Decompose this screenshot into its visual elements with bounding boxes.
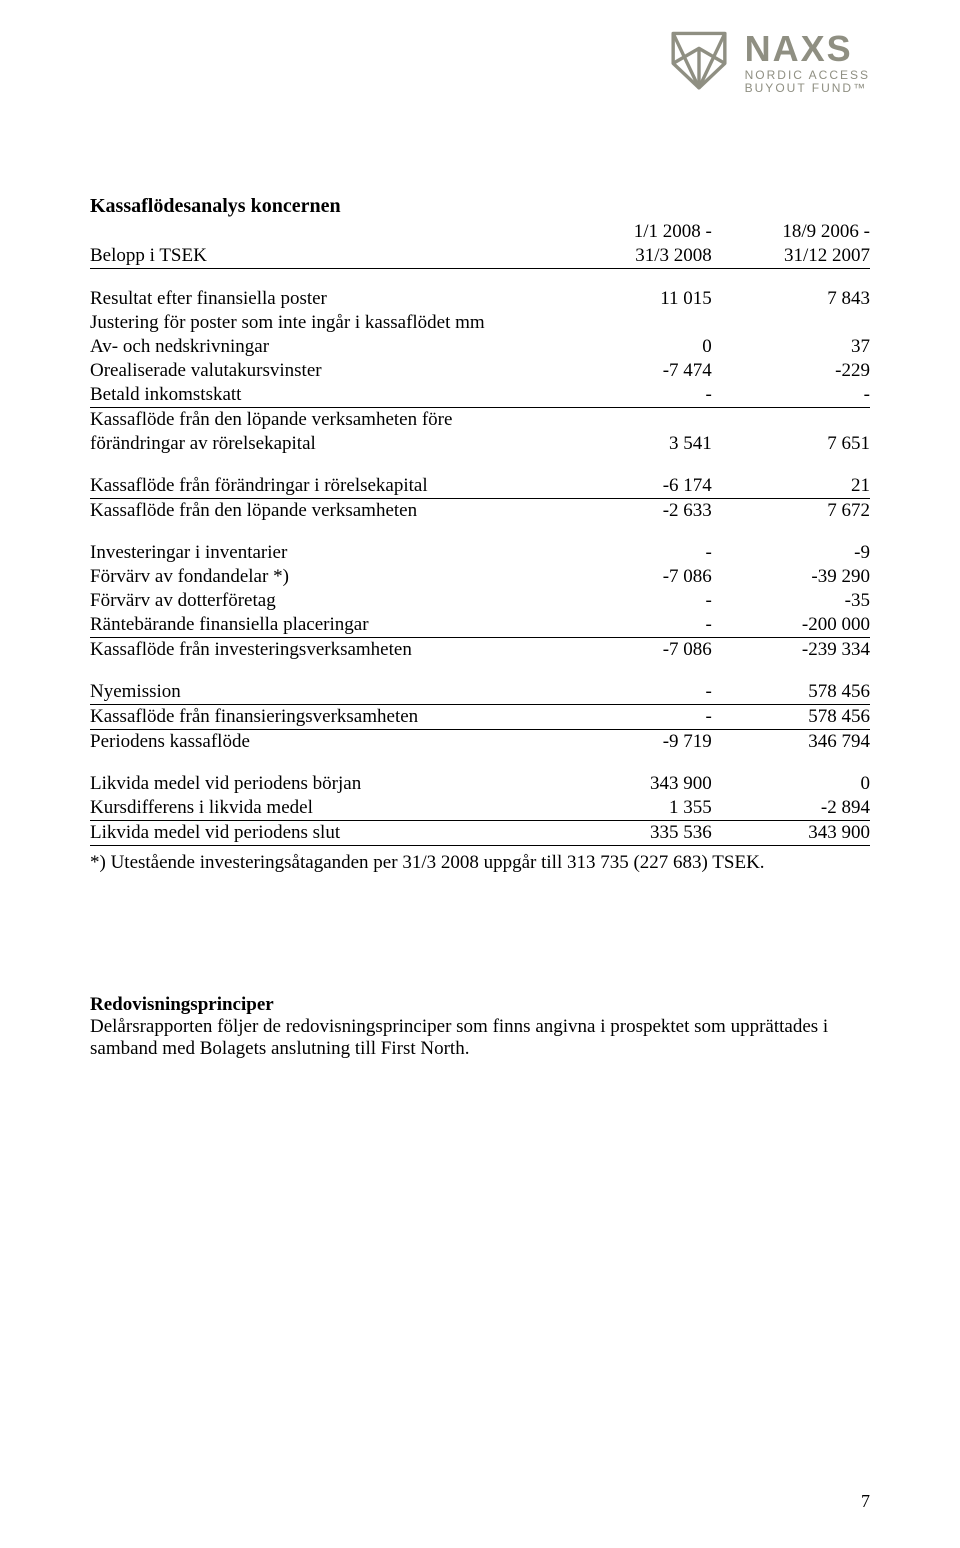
principles-title: Redovisningsprinciper <box>90 994 870 1016</box>
principles-section: Redovisningsprinciper Delårsrapporten fö… <box>90 994 870 1060</box>
table-row: Likvida medel vid periodens slut335 5363… <box>90 820 870 845</box>
logo-text: NAXS NORDIC ACCESS BUYOUT FUND™ <box>745 30 870 95</box>
col2-header-line1: 18/9 2006 - <box>722 220 870 244</box>
document-title: Kassaflödesanalys koncernen <box>90 195 870 218</box>
col1-header-line1: 1/1 2008 - <box>574 220 722 244</box>
logo-tagline-1: NORDIC ACCESS <box>745 69 870 82</box>
cashflow-table: 1/1 2008 - 18/9 2006 - Belopp i TSEK 31/… <box>90 220 870 846</box>
table-row: Investeringar i inventarier--9 <box>90 541 870 565</box>
row-header-label: Belopp i TSEK <box>90 244 574 269</box>
table-row: Justering för poster som inte ingår i ka… <box>90 311 870 335</box>
logo-brand: NAXS <box>745 30 870 68</box>
table-row: Likvida medel vid periodens början343 90… <box>90 772 870 796</box>
table-row: Kassaflöde från förändringar i rörelseka… <box>90 474 870 499</box>
table-row: Orealiserade valutakursvinster-7 474-229 <box>90 359 870 383</box>
table-row: Kassaflöde från finansieringsverksamhete… <box>90 704 870 729</box>
table-row: Periodens kassaflöde-9 719346 794 <box>90 729 870 754</box>
page-number: 7 <box>861 1491 870 1512</box>
principles-body: Delårsrapporten följer de redovisningspr… <box>90 1016 870 1060</box>
table-row: Av- och nedskrivningar037 <box>90 335 870 359</box>
table-row: förändringar av rörelsekapital3 5417 651 <box>90 432 870 456</box>
footnote: *) Utestående investeringsåtaganden per … <box>90 852 870 874</box>
naxs-logo-icon <box>665 28 733 96</box>
table-row: Resultat efter finansiella poster11 0157… <box>90 287 870 311</box>
table-row: Förvärv av fondandelar *)-7 086-39 290 <box>90 565 870 589</box>
table-row: Nyemission-578 456 <box>90 680 870 705</box>
table-row: Förvärv av dotterföretag--35 <box>90 589 870 613</box>
table-row: Betald inkomstskatt-- <box>90 383 870 408</box>
table-header-row-1: 1/1 2008 - 18/9 2006 - <box>90 220 870 244</box>
col2-header-line2: 31/12 2007 <box>722 244 870 269</box>
table-row: Kassaflöde från investeringsverksamheten… <box>90 637 870 662</box>
col1-header-line2: 31/3 2008 <box>574 244 722 269</box>
document-content: Kassaflödesanalys koncernen 1/1 2008 - 1… <box>90 195 870 1060</box>
logo-area: NAXS NORDIC ACCESS BUYOUT FUND™ <box>665 28 870 96</box>
table-row: Räntebärande finansiella placeringar--20… <box>90 613 870 638</box>
table-header-row-2: Belopp i TSEK 31/3 2008 31/12 2007 <box>90 244 870 269</box>
table-row: Kassaflöde från den löpande verksamheten… <box>90 498 870 523</box>
table-row: Kursdifferens i likvida medel1 355-2 894 <box>90 796 870 821</box>
table-row: Kassaflöde från den löpande verksamheten… <box>90 407 870 432</box>
logo-tagline-2: BUYOUT FUND™ <box>745 82 870 95</box>
